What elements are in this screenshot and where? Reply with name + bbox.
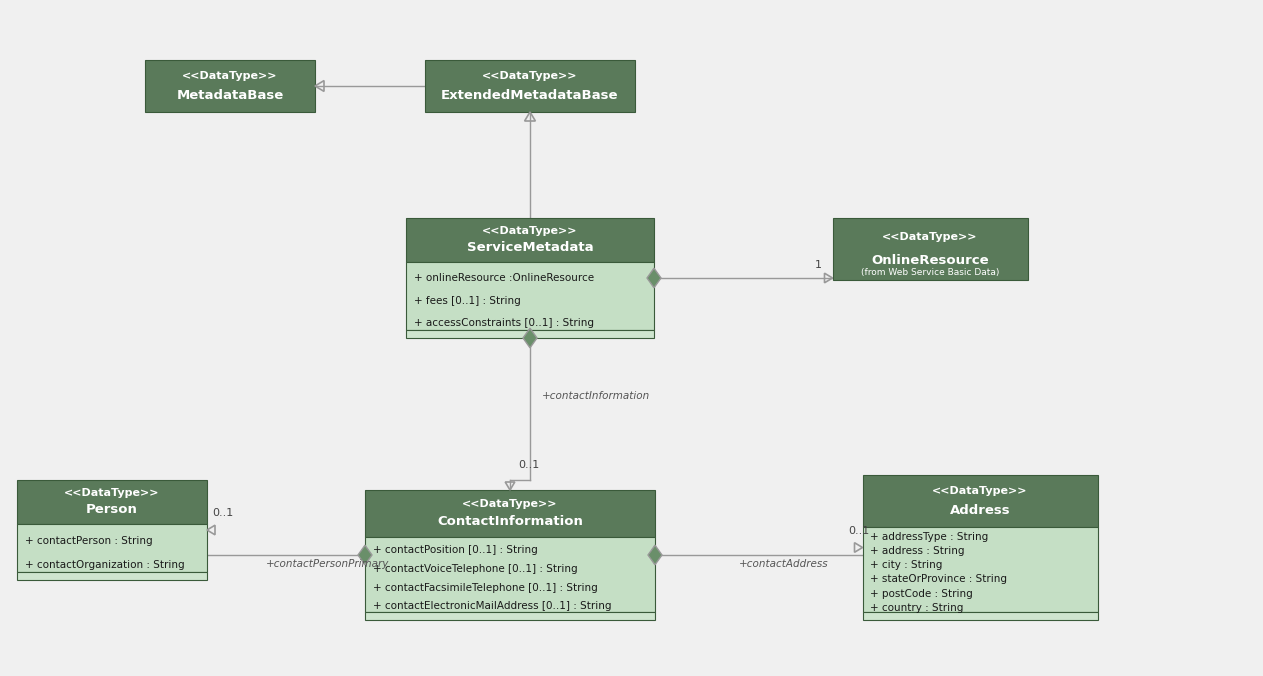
Text: <<DataType>>: <<DataType>> [482,70,577,80]
Text: + fees [0..1] : String: + fees [0..1] : String [414,295,520,306]
Text: 0..1: 0..1 [518,460,539,470]
Text: ServiceMetadata: ServiceMetadata [467,241,594,254]
FancyBboxPatch shape [145,60,314,112]
Text: + contactPosition [0..1] : String: + contactPosition [0..1] : String [373,545,538,555]
Text: <<DataType>>: <<DataType>> [482,226,577,236]
FancyBboxPatch shape [365,537,655,612]
Text: <<DataType>>: <<DataType>> [883,232,978,241]
Text: + contactElectronicMailAddress [0..1] : String: + contactElectronicMailAddress [0..1] : … [373,602,611,611]
Text: + addressType : String: + addressType : String [870,532,989,542]
Text: <<DataType>>: <<DataType>> [64,488,159,498]
Text: 0..1: 0..1 [212,508,234,518]
Polygon shape [647,268,661,288]
FancyBboxPatch shape [405,218,654,262]
Text: + country : String: + country : String [870,603,964,612]
FancyBboxPatch shape [863,527,1098,612]
Text: MetadataBase: MetadataBase [177,89,284,102]
Text: <<DataType>>: <<DataType>> [932,485,1028,496]
Text: <<DataType>>: <<DataType>> [462,499,558,509]
Text: + contactOrganization : String: + contactOrganization : String [25,560,184,570]
Text: +contactPersonPrimary: +contactPersonPrimary [266,559,389,569]
Polygon shape [357,546,373,565]
Text: <<DataType>>: <<DataType>> [182,70,278,80]
Text: ContactInformation: ContactInformation [437,515,584,529]
Text: + contactVoiceTelephone [0..1] : String: + contactVoiceTelephone [0..1] : String [373,564,577,574]
Text: (from Web Service Basic Data): (from Web Service Basic Data) [861,268,999,277]
Text: + onlineResource :OnlineResource: + onlineResource :OnlineResource [414,273,594,283]
Text: +contactInformation: +contactInformation [542,391,650,401]
Text: + contactPerson : String: + contactPerson : String [25,536,153,546]
FancyBboxPatch shape [365,490,655,537]
FancyBboxPatch shape [405,330,654,338]
FancyBboxPatch shape [16,480,207,524]
Text: + address : String: + address : String [870,546,965,556]
FancyBboxPatch shape [16,572,207,580]
Text: OnlineResource: OnlineResource [871,254,989,266]
FancyBboxPatch shape [365,612,655,620]
Text: Person: Person [86,504,138,516]
FancyBboxPatch shape [426,60,635,112]
Text: Address: Address [950,504,1010,517]
Text: + contactFacsimileTelephone [0..1] : String: + contactFacsimileTelephone [0..1] : Str… [373,583,597,593]
Polygon shape [523,329,537,347]
FancyBboxPatch shape [405,262,654,330]
Text: ExtendedMetadataBase: ExtendedMetadataBase [441,89,619,102]
Text: +contactAddress: +contactAddress [739,559,829,569]
Text: + accessConstraints [0..1] : String: + accessConstraints [0..1] : String [414,318,594,329]
Text: + stateOrProvince : String: + stateOrProvince : String [870,575,1008,585]
Text: 1: 1 [815,260,821,270]
Text: + city : String: + city : String [870,560,943,571]
Polygon shape [648,546,662,565]
Text: 0..1: 0..1 [849,525,870,535]
FancyBboxPatch shape [863,612,1098,620]
FancyBboxPatch shape [863,475,1098,527]
FancyBboxPatch shape [832,218,1028,280]
FancyBboxPatch shape [16,524,207,572]
Text: + postCode : String: + postCode : String [870,589,974,599]
